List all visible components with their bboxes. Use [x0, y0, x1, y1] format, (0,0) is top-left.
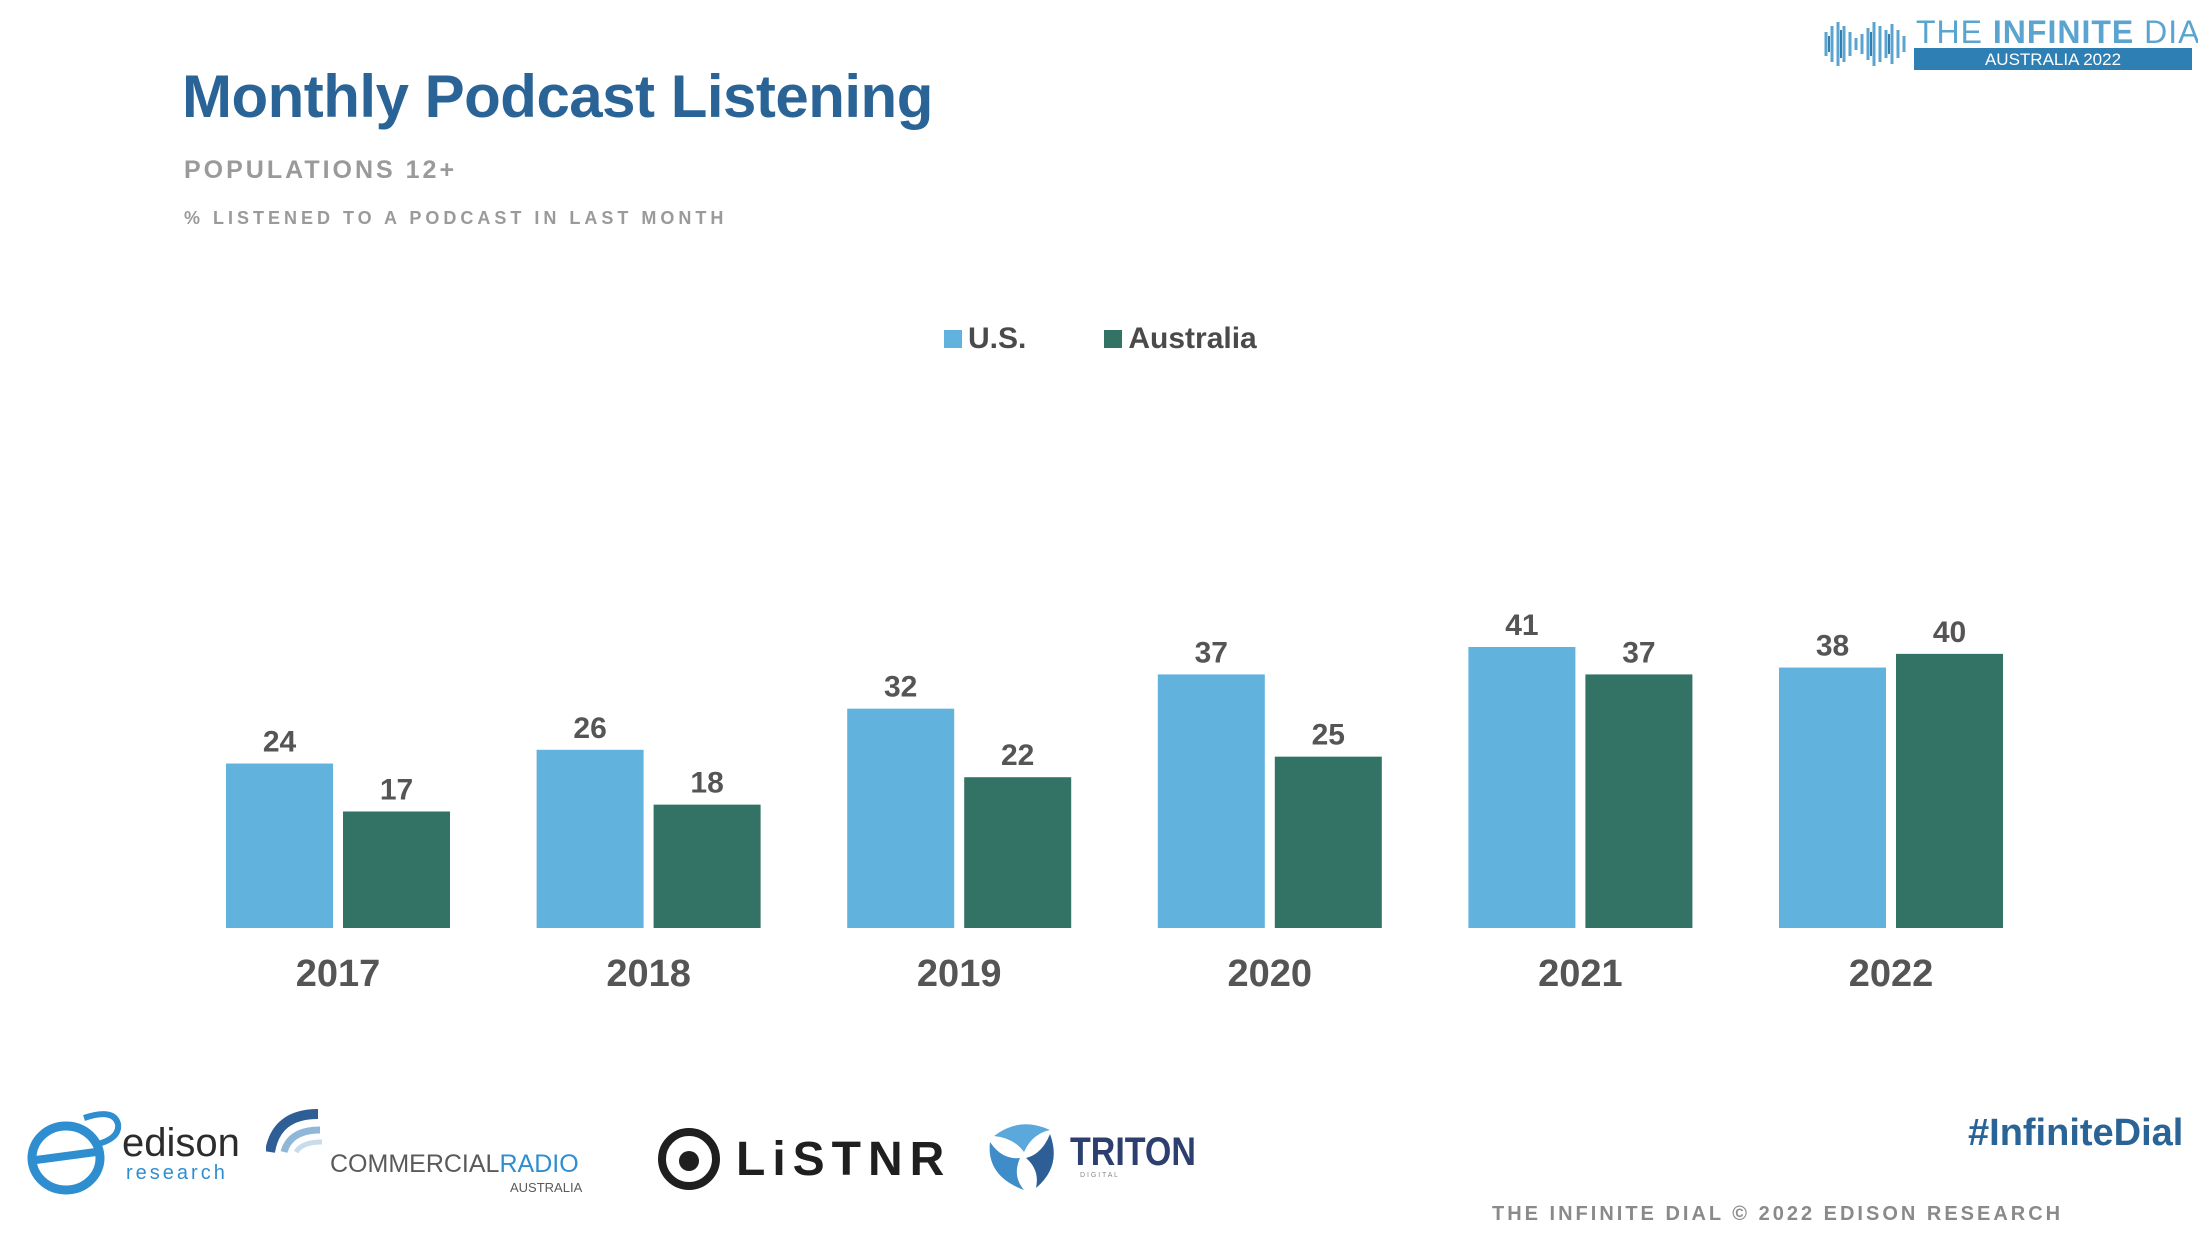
- data-label-australia-2018: 18: [690, 767, 723, 800]
- triton-swirl-icon: [989, 1124, 1054, 1190]
- logo-band: AUSTRALIA 2022: [1914, 48, 2192, 70]
- data-label-australia-2021: 37: [1622, 636, 1655, 669]
- commercial-radio-wordmark: COMMERCIALRADIO: [330, 1150, 579, 1179]
- data-label-australia-2022: 40: [1933, 616, 1966, 649]
- infinite-dial-logo: THE INFINITE DIAL AUSTRALIA 2022: [1820, 12, 2198, 74]
- bar-australia-2022: [1896, 653, 2003, 928]
- infinity-wave-icon: [1824, 22, 1906, 66]
- logo-subtitle: AUSTRALIA 2022: [1984, 50, 2122, 69]
- hashtag-text: #InfiniteDial: [1968, 1112, 2184, 1154]
- bar-us-2018: [536, 749, 644, 928]
- data-label-australia-2017: 17: [380, 773, 413, 806]
- legend-label-australia: Australia: [1128, 322, 1257, 355]
- radio-text: RADIO: [499, 1150, 579, 1178]
- chart-metric-label: % LISTENED TO A PODCAST IN LAST MONTH: [184, 208, 728, 228]
- triton-subtext: D I G I T A L: [1080, 1171, 1118, 1179]
- bar-australia-2018: [653, 804, 761, 928]
- x-tick-label-2018: 2018: [606, 953, 691, 995]
- triton-wordmark: TRITON: [1070, 1129, 1196, 1174]
- data-label-us-2021: 41: [1505, 609, 1538, 642]
- legend-swatch-australia: [1104, 330, 1123, 348]
- data-label-australia-2020: 25: [1312, 719, 1345, 752]
- bar-australia-2021: [1585, 674, 1693, 928]
- edison-e-icon: [27, 1111, 122, 1195]
- legend-swatch-us: [944, 330, 962, 348]
- edison-wordmark: edison: [122, 1121, 240, 1165]
- bar-us-2019: [847, 708, 955, 928]
- bar-us-2022: [1779, 667, 1886, 928]
- legend-item-australia: Australia: [1104, 322, 1257, 356]
- x-tick-label-2022: 2022: [1849, 953, 1934, 995]
- data-label-us-2022: 38: [1816, 630, 1849, 663]
- bar-us-2020: [1157, 674, 1265, 928]
- x-tick-label-2019: 2019: [917, 953, 1002, 995]
- data-label-us-2020: 37: [1195, 636, 1228, 669]
- bar-australia-2017: [343, 811, 450, 928]
- commercial-text: COMMERCIAL: [330, 1150, 500, 1178]
- edison-subtext: research: [126, 1162, 228, 1184]
- bar-australia-2020: [1274, 756, 1382, 928]
- legend-item-us: U.S.: [944, 322, 1026, 356]
- bar-us-2021: [1468, 647, 1576, 928]
- commercial-radio-logo: COMMERCIALRADIO AUSTRALIA: [266, 1108, 596, 1195]
- data-label-us-2017: 24: [263, 726, 297, 759]
- radio-wave-icon: [266, 1109, 323, 1154]
- chart-title: Monthly Podcast Listening: [182, 63, 933, 130]
- bar-australia-2019: [964, 777, 1072, 928]
- legend-label-us: U.S.: [968, 322, 1027, 355]
- listnr-ring-icon: [658, 1128, 720, 1190]
- data-label-us-2019: 32: [884, 671, 917, 704]
- copyright-text: THE INFINITE DIAL © 2022 EDISON RESEARCH: [1492, 1203, 2064, 1225]
- x-tick-label-2021: 2021: [1538, 953, 1623, 995]
- listnr-logo: LiSTNR: [656, 1126, 951, 1192]
- x-tick-label-2020: 2020: [1228, 953, 1313, 995]
- triton-digital-logo: TRITON D I G I T A L: [984, 1114, 1218, 1196]
- bar-us-2017: [226, 763, 333, 928]
- data-label-australia-2019: 22: [1001, 739, 1034, 772]
- chart-legend: U.S. Australia: [944, 322, 1257, 356]
- data-label-us-2018: 26: [573, 712, 606, 745]
- commercial-radio-subtext: AUSTRALIA: [510, 1180, 583, 1195]
- logo-wordmark: THE INFINITE DIAL: [1916, 14, 2198, 50]
- chart-subtitle: POPULATIONS 12+: [184, 156, 458, 184]
- listnr-wordmark: LiSTNR: [736, 1132, 952, 1186]
- x-tick-label-2017: 2017: [296, 953, 381, 995]
- edison-research-logo: edison research: [24, 1108, 240, 1198]
